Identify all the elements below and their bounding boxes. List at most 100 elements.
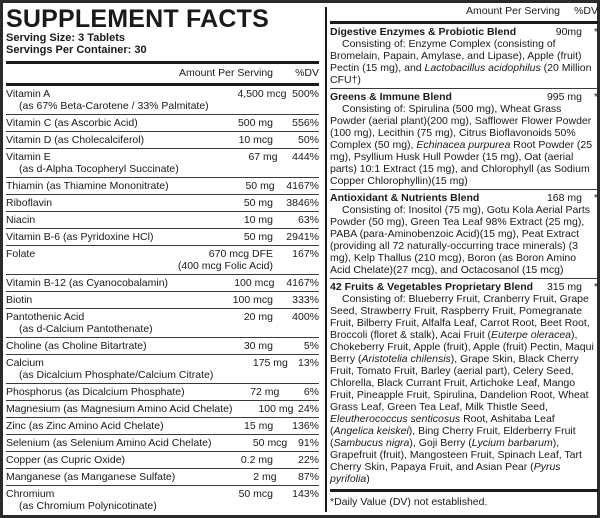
- nutrient-name: Calcium (as Dicalcium Phosphate/Calcium C…: [6, 357, 214, 381]
- nutrient-dv: 167%: [292, 248, 319, 260]
- divider: [330, 21, 598, 24]
- nutrient-dv: 2941%: [286, 231, 319, 243]
- nutrient-name: Vitamin E (as d-Alpha Tocopheryl Succinat…: [6, 151, 179, 175]
- divider: [330, 489, 598, 492]
- blend-list: Digestive Enzymes & Probiotic Blend 90mg *…: [330, 24, 598, 487]
- nutrient-dv: 6%: [303, 386, 319, 398]
- blend-header: 42 Fruits & Vegetables Proprietary Blend…: [330, 281, 598, 293]
- blend-ingredients: Consisting of: Inositol (75 mg), Gotu Ko…: [330, 204, 591, 276]
- blend-header: Antioxidant & Nutrients Blend 168 mg *: [330, 192, 598, 204]
- blend-dv: *: [593, 281, 598, 293]
- amount-header: Amount Per Serving: [179, 67, 273, 79]
- nutrient-name: Manganese (as Manganese Sulfate): [6, 471, 176, 483]
- nutrient-name: Riboflavin: [6, 197, 53, 209]
- nutrient-amount: 67 mg: [248, 151, 278, 163]
- nutrient-name: Vitamin A (as 67% Beta-Carotene / 33% Pal…: [6, 88, 209, 112]
- blend-name: Greens & Immune Blend: [330, 91, 452, 103]
- nutrient-name: Thiamin (as Thiamine Mononitrate): [6, 180, 169, 192]
- nutrient-amount: 50 mg: [243, 231, 273, 243]
- blend-ingredients: Consisting of: Blueberry Fruit, Cranberr…: [330, 293, 594, 485]
- blend-dv: *: [593, 192, 598, 204]
- column-divider: [325, 7, 327, 512]
- nutrient-row: Phosphorus (as Dicalcium Phosphate) 72 mg…: [6, 383, 319, 400]
- nutrient-amount: 500 mg: [237, 117, 273, 129]
- nutrient-row: Vitamin B-6 (as Pyridoxine HCl) 50 mg 2941…: [6, 228, 319, 245]
- nutrient-amount: 30 mg: [243, 340, 273, 352]
- nutrient-row: Choline (as Choline Bitartrate) 30 mg 5%: [6, 337, 319, 354]
- nutrient-amount: 50 mcg: [238, 488, 273, 500]
- nutrient-amount: 20 mg: [243, 311, 273, 323]
- nutrient-row: Riboflavin 50 mg 3846%: [6, 194, 319, 211]
- nutrient-amount: 175 mg: [252, 357, 288, 369]
- nutrient-row: Chromium (as Chromium Polynicotinate) 50 m…: [6, 485, 319, 514]
- nutrient-dv: 4167%: [286, 180, 319, 192]
- dv-header: %DV: [295, 67, 319, 79]
- nutrient-dv: 13%: [297, 357, 319, 369]
- blend-header: Greens & Immune Blend 995 mg *: [330, 91, 598, 103]
- blend-item: Greens & Immune Blend 995 mg * Consisting o…: [330, 88, 598, 189]
- nutrient-row: Vitamin E (as d-Alpha Tocopheryl Succinat…: [6, 148, 319, 177]
- nutrient-dv: 24%: [297, 403, 319, 415]
- nutrient-name: Vitamin B-6 (as Pyridoxine HCl): [6, 231, 154, 243]
- nutrient-row: Magnesium (as Magnesium Amino Acid Chela…: [6, 400, 319, 417]
- nutrient-row: Calcium (as Dicalcium Phosphate/Calcium C…: [6, 354, 319, 383]
- divider: [6, 61, 319, 64]
- nutrient-dv: 50%: [297, 134, 319, 146]
- nutrient-amount: 72 mg: [250, 386, 280, 398]
- nutrient-amount: 670 mcg DFE (400 mcg Folic Acid): [163, 248, 273, 272]
- nutrient-name: Biotin: [6, 294, 33, 306]
- nutrient-source: (as d-Calcium Pantothenate): [19, 323, 153, 335]
- nutrient-amount: 100 mcg: [232, 294, 273, 306]
- nutrient-name: Choline (as Choline Bitartrate): [6, 340, 147, 352]
- nutrient-amount: 15 mg: [243, 420, 274, 432]
- panel-title: SUPPLEMENT FACTS: [6, 5, 269, 33]
- nutrient-amount: 100 mg: [258, 403, 294, 415]
- blend-dv: *: [593, 26, 598, 38]
- blend-item: Digestive Enzymes & Probiotic Blend 90mg *…: [330, 24, 598, 88]
- nutrient-amount: 10 mg: [243, 214, 273, 226]
- nutrient-amount: 2 mg: [253, 471, 277, 483]
- nutrient-name: Copper (as Cupric Oxide): [6, 454, 126, 466]
- blend-amount: 995 mg: [546, 91, 582, 103]
- nutrient-dv: 63%: [297, 214, 319, 226]
- nutrient-dv: 87%: [297, 471, 319, 483]
- serving-size: Serving Size: 3 Tablets: [6, 32, 126, 44]
- nutrient-dv: 444%: [292, 151, 319, 163]
- blend-amount: 168 mg: [546, 192, 582, 204]
- nutrient-amount: 50 mg: [245, 180, 275, 192]
- nutrient-name: Selenium (as Selenium Amino Acid Chelate…: [6, 437, 212, 449]
- amount-header: Amount Per Serving: [466, 5, 560, 17]
- blend-item: Antioxidant & Nutrients Blend 168 mg * Cons…: [330, 189, 598, 278]
- nutrient-dv: 500%: [292, 88, 319, 100]
- right-column: Amount Per Serving %DV Digestive Enzymes…: [330, 3, 598, 515]
- blend-dv: *: [593, 91, 598, 103]
- nutrient-row: Vitamin B-12 (as Cyanocobalamin) 100 mcg 4…: [6, 274, 319, 291]
- nutrient-row: Folate 670 mcg DFE (400 mcg Folic Acid) 167…: [6, 245, 319, 274]
- blend-amount: 315 mg: [546, 281, 582, 293]
- left-column: SUPPLEMENT FACTS Serving Size: 3 Tablets…: [6, 3, 319, 515]
- nutrient-name: Vitamin D (as Cholecalciferol): [6, 134, 145, 146]
- nutrient-row: Vitamin A (as 67% Beta-Carotene / 33% Pal…: [6, 86, 319, 114]
- nutrient-row: Copper (as Cupric Oxide) 0.2 mg 22%: [6, 451, 319, 468]
- nutrient-name: Pantothenic Acid (as d-Calcium Pantothena…: [6, 311, 163, 335]
- nutrient-dv: 143%: [292, 488, 319, 500]
- nutrient-row: Biotin 100 mcg 333%: [6, 291, 319, 308]
- nutrient-name: Vitamin B-12 (as Cyanocobalamin): [6, 277, 169, 289]
- nutrient-amount: 50 mcg: [252, 437, 288, 449]
- nutrient-row: Vitamin C (as Ascorbic Acid) 500 mg 556%: [6, 114, 319, 131]
- nutrient-source: (as d-Alpha Tocopheryl Succinate): [19, 163, 179, 175]
- nutrient-amount: 10 mcg: [238, 134, 273, 146]
- nutrient-amount-note: (400 mcg Folic Acid): [177, 260, 273, 272]
- nutrient-row: Thiamin (as Thiamine Mononitrate) 50 mg 41…: [6, 177, 319, 194]
- nutrient-dv: 556%: [292, 117, 319, 129]
- nutrient-name: Folate: [6, 248, 36, 260]
- nutrient-dv: 400%: [292, 311, 319, 323]
- nutrient-name: Niacin: [6, 214, 36, 226]
- nutrient-name: Zinc (as Zinc Amino Acid Chelate): [6, 420, 164, 432]
- left-column-header: Amount Per Serving %DV: [6, 64, 319, 83]
- nutrient-source: (as Dicalcium Phosphate/Calcium Citrate): [19, 369, 214, 381]
- nutrient-source: (as 67% Beta-Carotene / 33% Palmitate): [19, 100, 209, 112]
- nutrient-row: Vitamin D (as Cholecalciferol) 10 mcg 50%: [6, 131, 319, 148]
- nutrient-amount: 50 mg: [243, 197, 273, 209]
